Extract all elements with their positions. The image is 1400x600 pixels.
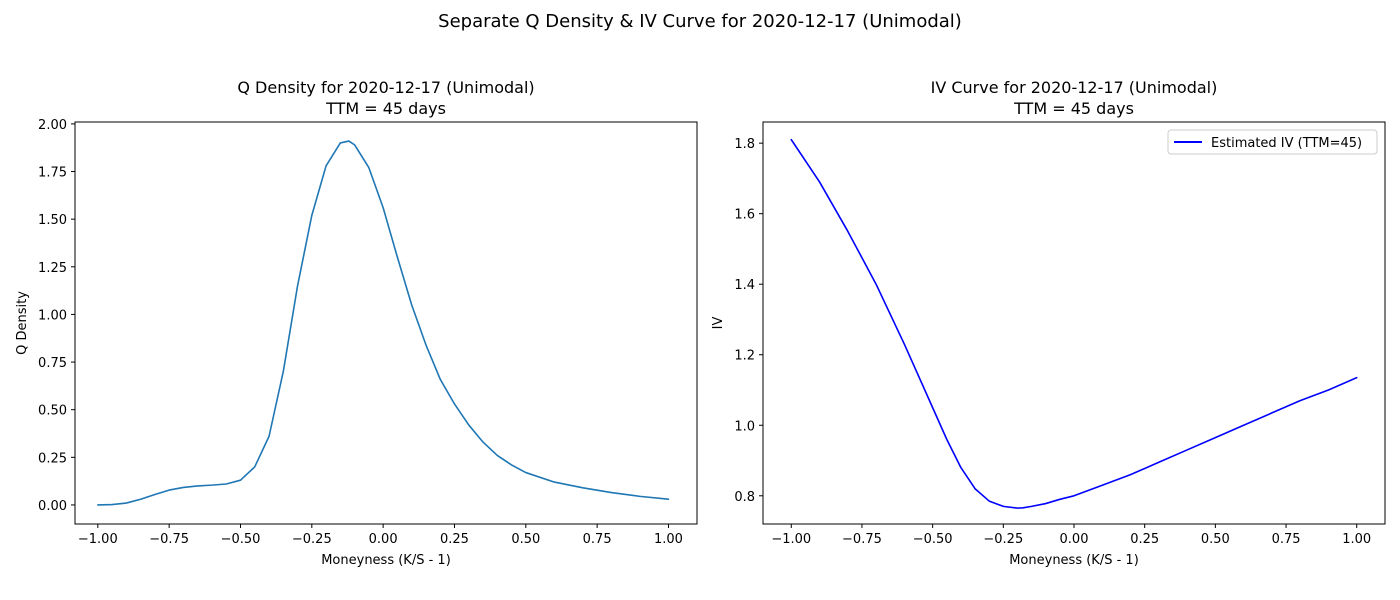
iv-curve-x-tick-label: −0.50 bbox=[913, 532, 953, 547]
iv-curve-x-tick-label: −0.25 bbox=[983, 532, 1023, 547]
q-density-x-tick-label: 0.50 bbox=[511, 532, 540, 547]
iv-curve-x-tick-label: −1.00 bbox=[771, 532, 811, 547]
q-density-x-ticks: −1.00 −0.75 −0.50 −0.25 0.00 0.25 0.50 0.75 1.00 bbox=[78, 524, 683, 547]
q-density-x-tick-label: −0.25 bbox=[292, 532, 332, 547]
iv-curve-y-tick-label: 1.4 bbox=[734, 278, 755, 293]
q-density-y-tick-label: 0.75 bbox=[38, 356, 67, 371]
iv-curve-ttm-subtitle: TTM = 45 days bbox=[1013, 99, 1134, 118]
figure-suptitle: Separate Q Density & IV Curve for 2020-1… bbox=[438, 11, 962, 32]
q-density-y-tick-label: 1.00 bbox=[38, 308, 67, 323]
q-density-x-axis-label: Moneyness (K/S - 1) bbox=[321, 553, 451, 568]
iv-curve-y-axis-label: IV bbox=[711, 317, 726, 330]
q-density-axes-frame bbox=[74, 121, 698, 525]
iv-legend: Estimated IV (TTM=45) bbox=[1167, 129, 1378, 155]
iv-curve-y-tick-label: 1.6 bbox=[734, 208, 755, 223]
q-density-y-tick-label: 0.25 bbox=[38, 451, 67, 466]
iv-curve-title: IV Curve for 2020-12-17 (Unimodal) bbox=[931, 78, 1218, 97]
iv-curve-y-tick-label: 0.8 bbox=[734, 490, 755, 505]
iv-curve-y-tick-label: 1.0 bbox=[734, 419, 755, 434]
iv-curve-x-axis-label: Moneyness (K/S - 1) bbox=[1009, 553, 1139, 568]
q-density-series-line-0 bbox=[97, 140, 670, 506]
q-density-plot-area bbox=[97, 140, 670, 506]
iv-curve-x-tick-label: −0.75 bbox=[842, 532, 882, 547]
iv-curve-x-tick-label: 0.75 bbox=[1272, 532, 1301, 547]
iv-curve-axes-frame bbox=[762, 121, 1386, 525]
iv-curve-x-tick-label: 0.25 bbox=[1130, 532, 1159, 547]
iv-curve-x-tick-label: 0.00 bbox=[1060, 532, 1089, 547]
iv-curve-series-line-0 bbox=[790, 138, 1358, 509]
iv-curve-x-tick-label: 1.00 bbox=[1342, 532, 1371, 547]
q-density-y-ticks: 0.00 0.25 0.50 0.75 1.00 1.25 1.50 1.75 2.00 bbox=[38, 118, 75, 514]
q-density-subplot: Q Density for 2020-12-17 (Unimodal) TTM … bbox=[15, 78, 698, 568]
q-density-x-tick-label: 1.00 bbox=[654, 532, 683, 547]
q-density-x-tick-label: 0.00 bbox=[369, 532, 398, 547]
q-density-y-tick-label: 1.75 bbox=[38, 166, 67, 181]
iv-curve-y-tick-label: 1.2 bbox=[734, 349, 755, 364]
q-density-x-tick-label: 0.25 bbox=[440, 532, 469, 547]
q-density-y-tick-label: 1.50 bbox=[38, 213, 67, 228]
q-density-y-tick-label: 1.25 bbox=[38, 261, 67, 276]
q-density-y-tick-label: 0.00 bbox=[38, 499, 67, 514]
q-density-y-tick-label: 0.50 bbox=[38, 404, 67, 419]
iv-curve-x-ticks: −1.00 −0.75 −0.50 −0.25 0.00 0.25 0.50 0.75 1.00 bbox=[771, 524, 1371, 547]
q-density-title: Q Density for 2020-12-17 (Unimodal) bbox=[237, 78, 534, 97]
q-density-y-tick-label: 2.00 bbox=[38, 118, 67, 133]
iv-curve-subplot: IV Curve for 2020-12-17 (Unimodal) TTM =… bbox=[711, 78, 1386, 568]
q-density-x-tick-label: −1.00 bbox=[78, 532, 118, 547]
q-density-ttm-subtitle: TTM = 45 days bbox=[325, 99, 446, 118]
q-density-x-tick-label: −0.50 bbox=[221, 532, 261, 547]
iv-curve-x-tick-label: 0.50 bbox=[1201, 532, 1230, 547]
q-density-y-axis-label: Q Density bbox=[15, 291, 30, 355]
q-density-x-tick-label: −0.75 bbox=[149, 532, 189, 547]
iv-curve-plot-area bbox=[790, 138, 1358, 509]
iv-curve-y-ticks: 0.8 1.0 1.2 1.4 1.6 1.8 bbox=[734, 137, 763, 505]
q-density-x-tick-label: 0.75 bbox=[583, 532, 612, 547]
iv-legend-label: Estimated IV (TTM=45) bbox=[1211, 136, 1362, 151]
iv-legend-box bbox=[1167, 129, 1378, 155]
iv-curve-y-tick-label: 1.8 bbox=[734, 137, 755, 152]
